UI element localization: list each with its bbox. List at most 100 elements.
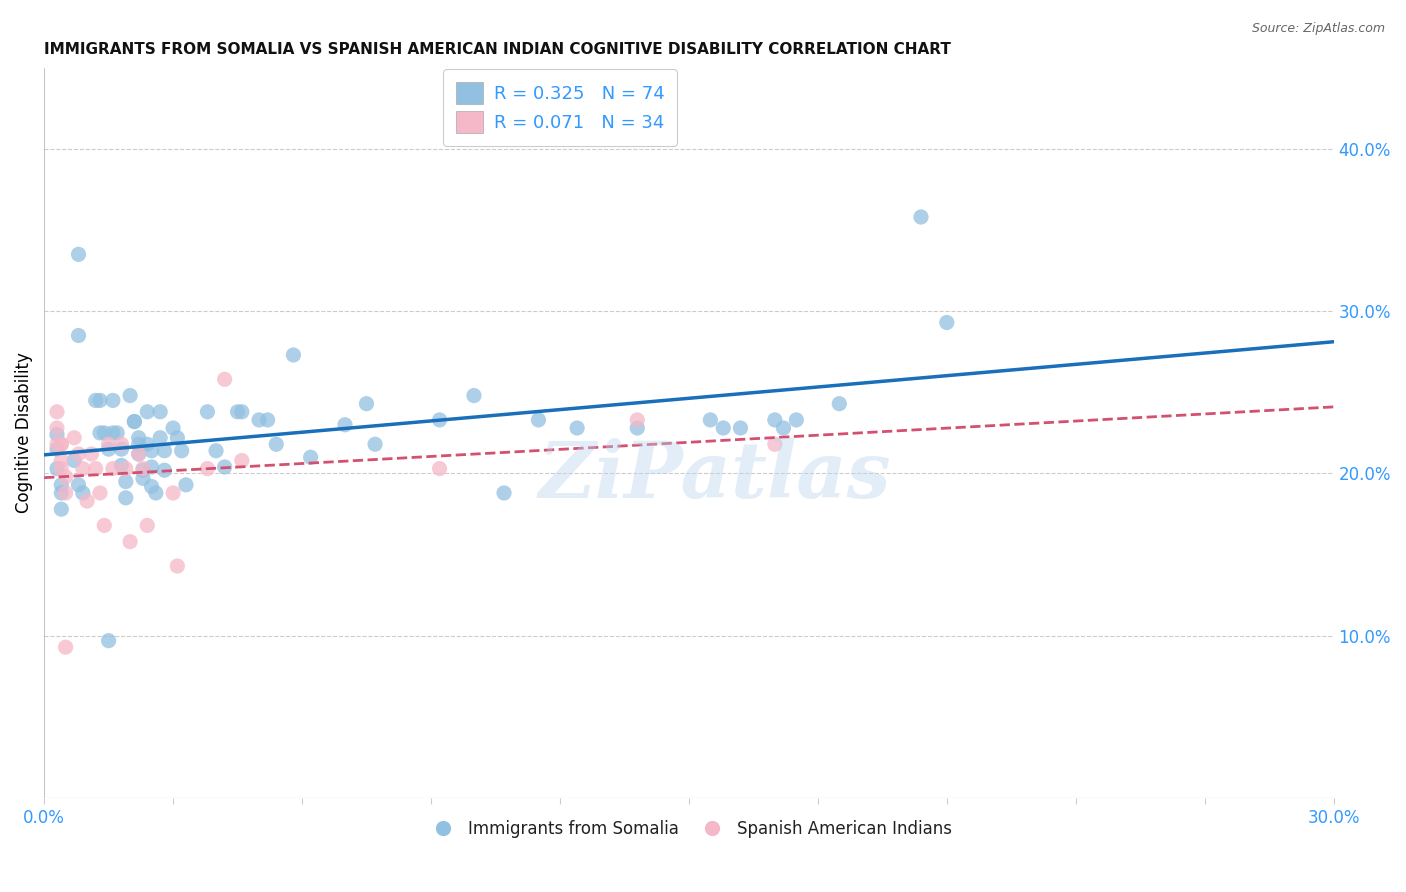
Point (93, 425, 115, 440)
Point (785, 413, 807, 427)
Point (114, 491, 136, 505)
Point (120, 388, 142, 402)
Point (89, 425, 111, 440)
Point (141, 443, 163, 458)
Point (67, 247, 90, 261)
Point (364, 437, 387, 451)
Point (283, 348, 305, 362)
Text: Source: ZipAtlas.com: Source: ZipAtlas.com (1251, 22, 1385, 36)
Point (136, 518, 159, 533)
Point (132, 463, 155, 477)
Point (67, 478, 90, 492)
Point (205, 443, 228, 458)
Point (214, 372, 236, 386)
Point (72, 461, 94, 475)
Point (46, 442, 69, 457)
Point (55, 640, 77, 655)
Point (626, 421, 648, 435)
Point (124, 415, 146, 429)
Point (51, 502, 73, 516)
Point (51, 437, 73, 451)
Point (730, 421, 752, 435)
Point (80, 447, 103, 461)
Point (128, 447, 150, 461)
Point (76, 494, 98, 508)
Point (101, 393, 124, 408)
Point (101, 461, 124, 475)
Y-axis label: Cognitive Disability: Cognitive Disability (15, 352, 32, 513)
Point (132, 461, 155, 475)
Point (527, 413, 550, 427)
Point (333, 417, 356, 432)
Point (429, 461, 451, 475)
Point (197, 405, 219, 419)
Point (46, 405, 69, 419)
Point (105, 425, 128, 440)
Point (46, 421, 69, 435)
Text: IMMIGRANTS FROM SOMALIA VS SPANISH AMERICAN INDIAN COGNITIVE DISABILITY CORRELAT: IMMIGRANTS FROM SOMALIA VS SPANISH AMERI… (44, 42, 950, 57)
Point (136, 405, 159, 419)
Point (128, 437, 150, 451)
Point (149, 431, 172, 445)
Point (565, 421, 588, 435)
Point (84, 461, 107, 475)
Text: ZiPatlas: ZiPatlas (538, 439, 891, 515)
Point (626, 413, 648, 427)
Point (429, 413, 451, 427)
Point (141, 460, 163, 475)
Point (772, 421, 794, 435)
Point (132, 471, 155, 485)
Point (214, 460, 236, 475)
Point (153, 463, 176, 477)
Point (51, 437, 73, 451)
Point (55, 486, 77, 500)
Point (197, 461, 219, 475)
Legend: Immigrants from Somalia, Spanish American Indians: Immigrants from Somalia, Spanish America… (419, 814, 959, 845)
Point (46, 461, 69, 475)
Point (170, 443, 193, 458)
Point (264, 437, 287, 451)
Point (97, 437, 120, 451)
Point (128, 431, 150, 445)
Point (63, 431, 86, 445)
Point (93, 518, 115, 533)
Point (97, 442, 120, 457)
Point (136, 437, 159, 451)
Point (67, 328, 90, 343)
Point (492, 486, 515, 500)
Point (256, 413, 278, 427)
Point (63, 453, 86, 467)
Point (935, 316, 957, 330)
Point (89, 486, 111, 500)
Point (356, 397, 378, 411)
Point (226, 405, 249, 419)
Point (711, 421, 734, 435)
Point (828, 397, 851, 411)
Point (89, 393, 111, 408)
Point (763, 437, 786, 451)
Point (110, 437, 132, 451)
Point (699, 413, 721, 427)
Point (67, 447, 90, 461)
Point (162, 421, 184, 435)
Point (72, 486, 94, 500)
Point (55, 469, 77, 483)
Point (51, 478, 73, 492)
Point (46, 437, 69, 451)
Point (174, 478, 197, 492)
Point (463, 388, 485, 402)
Point (110, 458, 132, 473)
Point (231, 453, 253, 467)
Point (141, 479, 163, 493)
Point (247, 413, 270, 427)
Point (124, 415, 146, 429)
Point (110, 442, 132, 457)
Point (97, 633, 120, 648)
Point (51, 453, 73, 467)
Point (162, 486, 184, 500)
Point (114, 475, 136, 489)
Point (145, 486, 167, 500)
Point (153, 443, 176, 458)
Point (231, 405, 253, 419)
Point (910, 210, 932, 224)
